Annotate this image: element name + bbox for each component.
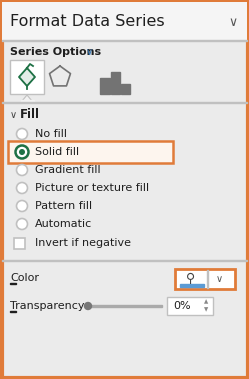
- Text: ∨: ∨: [10, 110, 17, 120]
- FancyBboxPatch shape: [175, 269, 235, 289]
- Text: ∨: ∨: [86, 47, 93, 57]
- Circle shape: [16, 128, 27, 139]
- FancyBboxPatch shape: [2, 2, 247, 42]
- Bar: [100, 78, 110, 94]
- Circle shape: [16, 164, 27, 175]
- Text: ▲: ▲: [204, 299, 208, 304]
- Bar: [180, 284, 204, 287]
- Bar: [2, 102, 247, 103]
- Text: ∨: ∨: [215, 274, 223, 284]
- Text: Automatic: Automatic: [35, 219, 92, 229]
- Text: Invert if negative: Invert if negative: [35, 238, 131, 248]
- Text: Format Data Series: Format Data Series: [10, 14, 165, 30]
- Text: ∨: ∨: [228, 16, 238, 28]
- Text: Gradient fill: Gradient fill: [35, 165, 101, 175]
- Bar: [10, 311, 16, 312]
- Bar: [10, 283, 16, 284]
- Bar: [2, 40, 247, 41]
- FancyBboxPatch shape: [10, 60, 44, 94]
- Bar: [207, 270, 208, 288]
- Circle shape: [16, 219, 27, 230]
- Bar: [21, 100, 34, 102]
- Text: ⚲: ⚲: [187, 273, 195, 285]
- Text: Fill: Fill: [20, 108, 40, 122]
- Text: No fill: No fill: [35, 129, 67, 139]
- Circle shape: [84, 302, 91, 310]
- Polygon shape: [19, 68, 35, 86]
- Text: Color: Color: [10, 273, 39, 283]
- Polygon shape: [22, 95, 32, 101]
- Text: Picture or texture fill: Picture or texture fill: [35, 183, 149, 193]
- Text: Pattern fill: Pattern fill: [35, 201, 92, 211]
- Bar: [121, 84, 130, 94]
- Circle shape: [19, 149, 25, 155]
- Circle shape: [16, 200, 27, 211]
- Text: Solid fill: Solid fill: [35, 147, 79, 157]
- Circle shape: [15, 146, 28, 158]
- Bar: [88, 305, 162, 307]
- Text: Transparency: Transparency: [10, 301, 84, 311]
- Text: ▼: ▼: [204, 307, 208, 313]
- FancyBboxPatch shape: [14, 238, 25, 249]
- Circle shape: [16, 183, 27, 194]
- Bar: [111, 72, 120, 94]
- FancyBboxPatch shape: [167, 297, 213, 315]
- Text: Series Options: Series Options: [10, 47, 101, 57]
- Text: 0%: 0%: [173, 301, 191, 311]
- FancyBboxPatch shape: [8, 141, 173, 163]
- Bar: [2, 260, 247, 261]
